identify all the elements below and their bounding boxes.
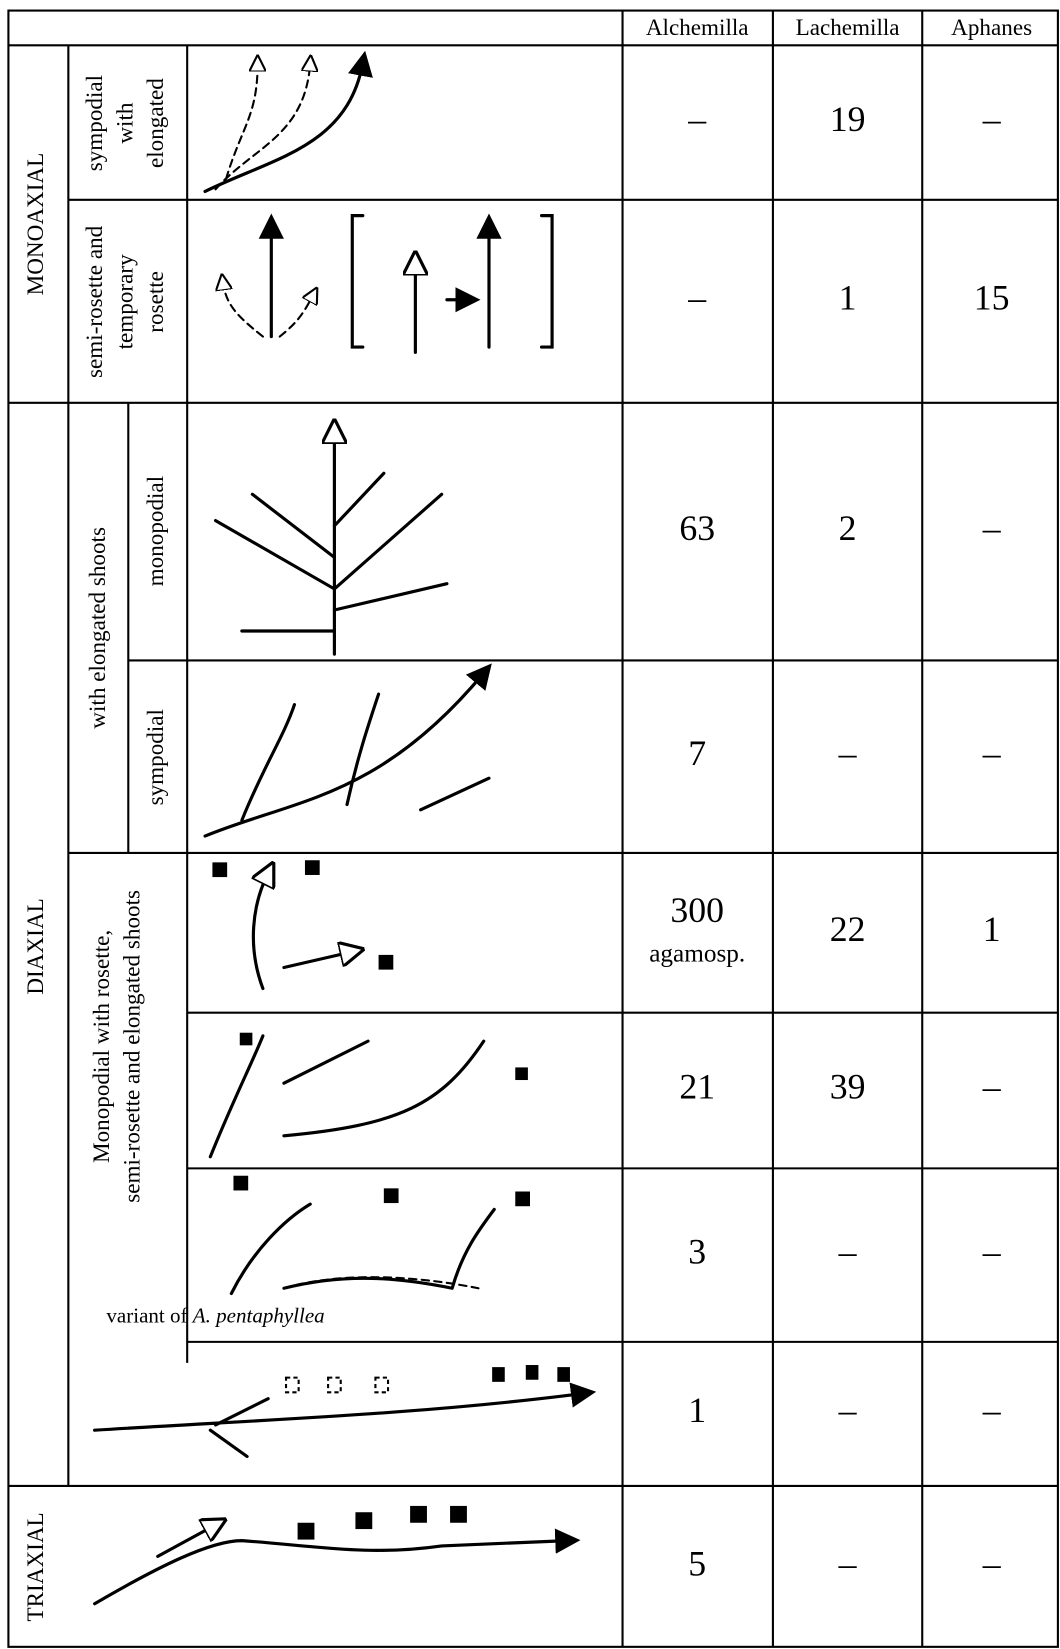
cell-value: – (982, 508, 1002, 548)
subgroup-label: temporary (113, 254, 139, 349)
cell-value: – (982, 733, 1002, 773)
column-header: Alchemilla (646, 15, 749, 41)
subgroup-label: semi-rosette and elongated shoots (119, 890, 145, 1203)
group-label: DIAXIAL (23, 898, 49, 994)
column-header: Aphanes (951, 15, 1032, 41)
cell-value: – (982, 99, 1002, 139)
cell-value: 5 (688, 1544, 706, 1584)
cell-value: – (838, 1544, 858, 1584)
cell-value: 3 (688, 1231, 706, 1271)
subgroup-label: sympodial (143, 709, 169, 805)
cell-value: – (982, 1067, 1002, 1107)
cell-value: 2 (839, 508, 857, 548)
subgroup-label: Monopodial with rosette, (89, 930, 115, 1163)
cell-value: – (982, 1231, 1002, 1271)
cell-note: agamosp. (649, 941, 745, 968)
column-header: Lachemilla (796, 15, 900, 41)
caption-text: variant of (106, 1304, 192, 1328)
cell-value: 21 (679, 1067, 715, 1107)
group-label: MONOAXIAL (23, 153, 49, 296)
cell-value: 1 (688, 1390, 706, 1430)
grid (8, 11, 1057, 1647)
cell-value: 300 (670, 890, 724, 930)
cell-value: 15 (974, 278, 1010, 318)
subgroup-label: elongated (143, 78, 169, 168)
cell-value: – (982, 1544, 1002, 1584)
subgroup-label: monopodial (143, 476, 169, 586)
cell-value: 22 (830, 909, 866, 949)
table-figure: AlchemillaLachemillaAphanes–19––115632–7… (0, 0, 1060, 1649)
subgroup-label: with (113, 102, 139, 144)
cell-value: 7 (688, 733, 706, 773)
subgroup-label: sympodial (82, 75, 108, 171)
cell-value: 39 (830, 1067, 866, 1107)
cell-value: – (838, 733, 858, 773)
subgroup-label: semi-rosette and (82, 225, 108, 378)
group-label: TRIAXIAL (23, 1512, 49, 1621)
caption: variant of A. pentaphyllea (106, 1304, 324, 1328)
cell-value: – (838, 1231, 858, 1271)
cell-value: – (687, 99, 707, 139)
cell-value: 1 (839, 278, 857, 318)
subgroup-label: rosette (143, 271, 169, 333)
caption-italic: A. pentaphyllea (191, 1304, 325, 1328)
cell-value: 19 (830, 99, 866, 139)
cell-value: – (838, 1390, 858, 1430)
cell-value: – (687, 278, 707, 318)
cell-value: 63 (679, 508, 715, 548)
cell-value: 1 (983, 909, 1001, 949)
subgroup-label: with elongated shoots (85, 527, 111, 729)
cell-value: – (982, 1390, 1002, 1430)
